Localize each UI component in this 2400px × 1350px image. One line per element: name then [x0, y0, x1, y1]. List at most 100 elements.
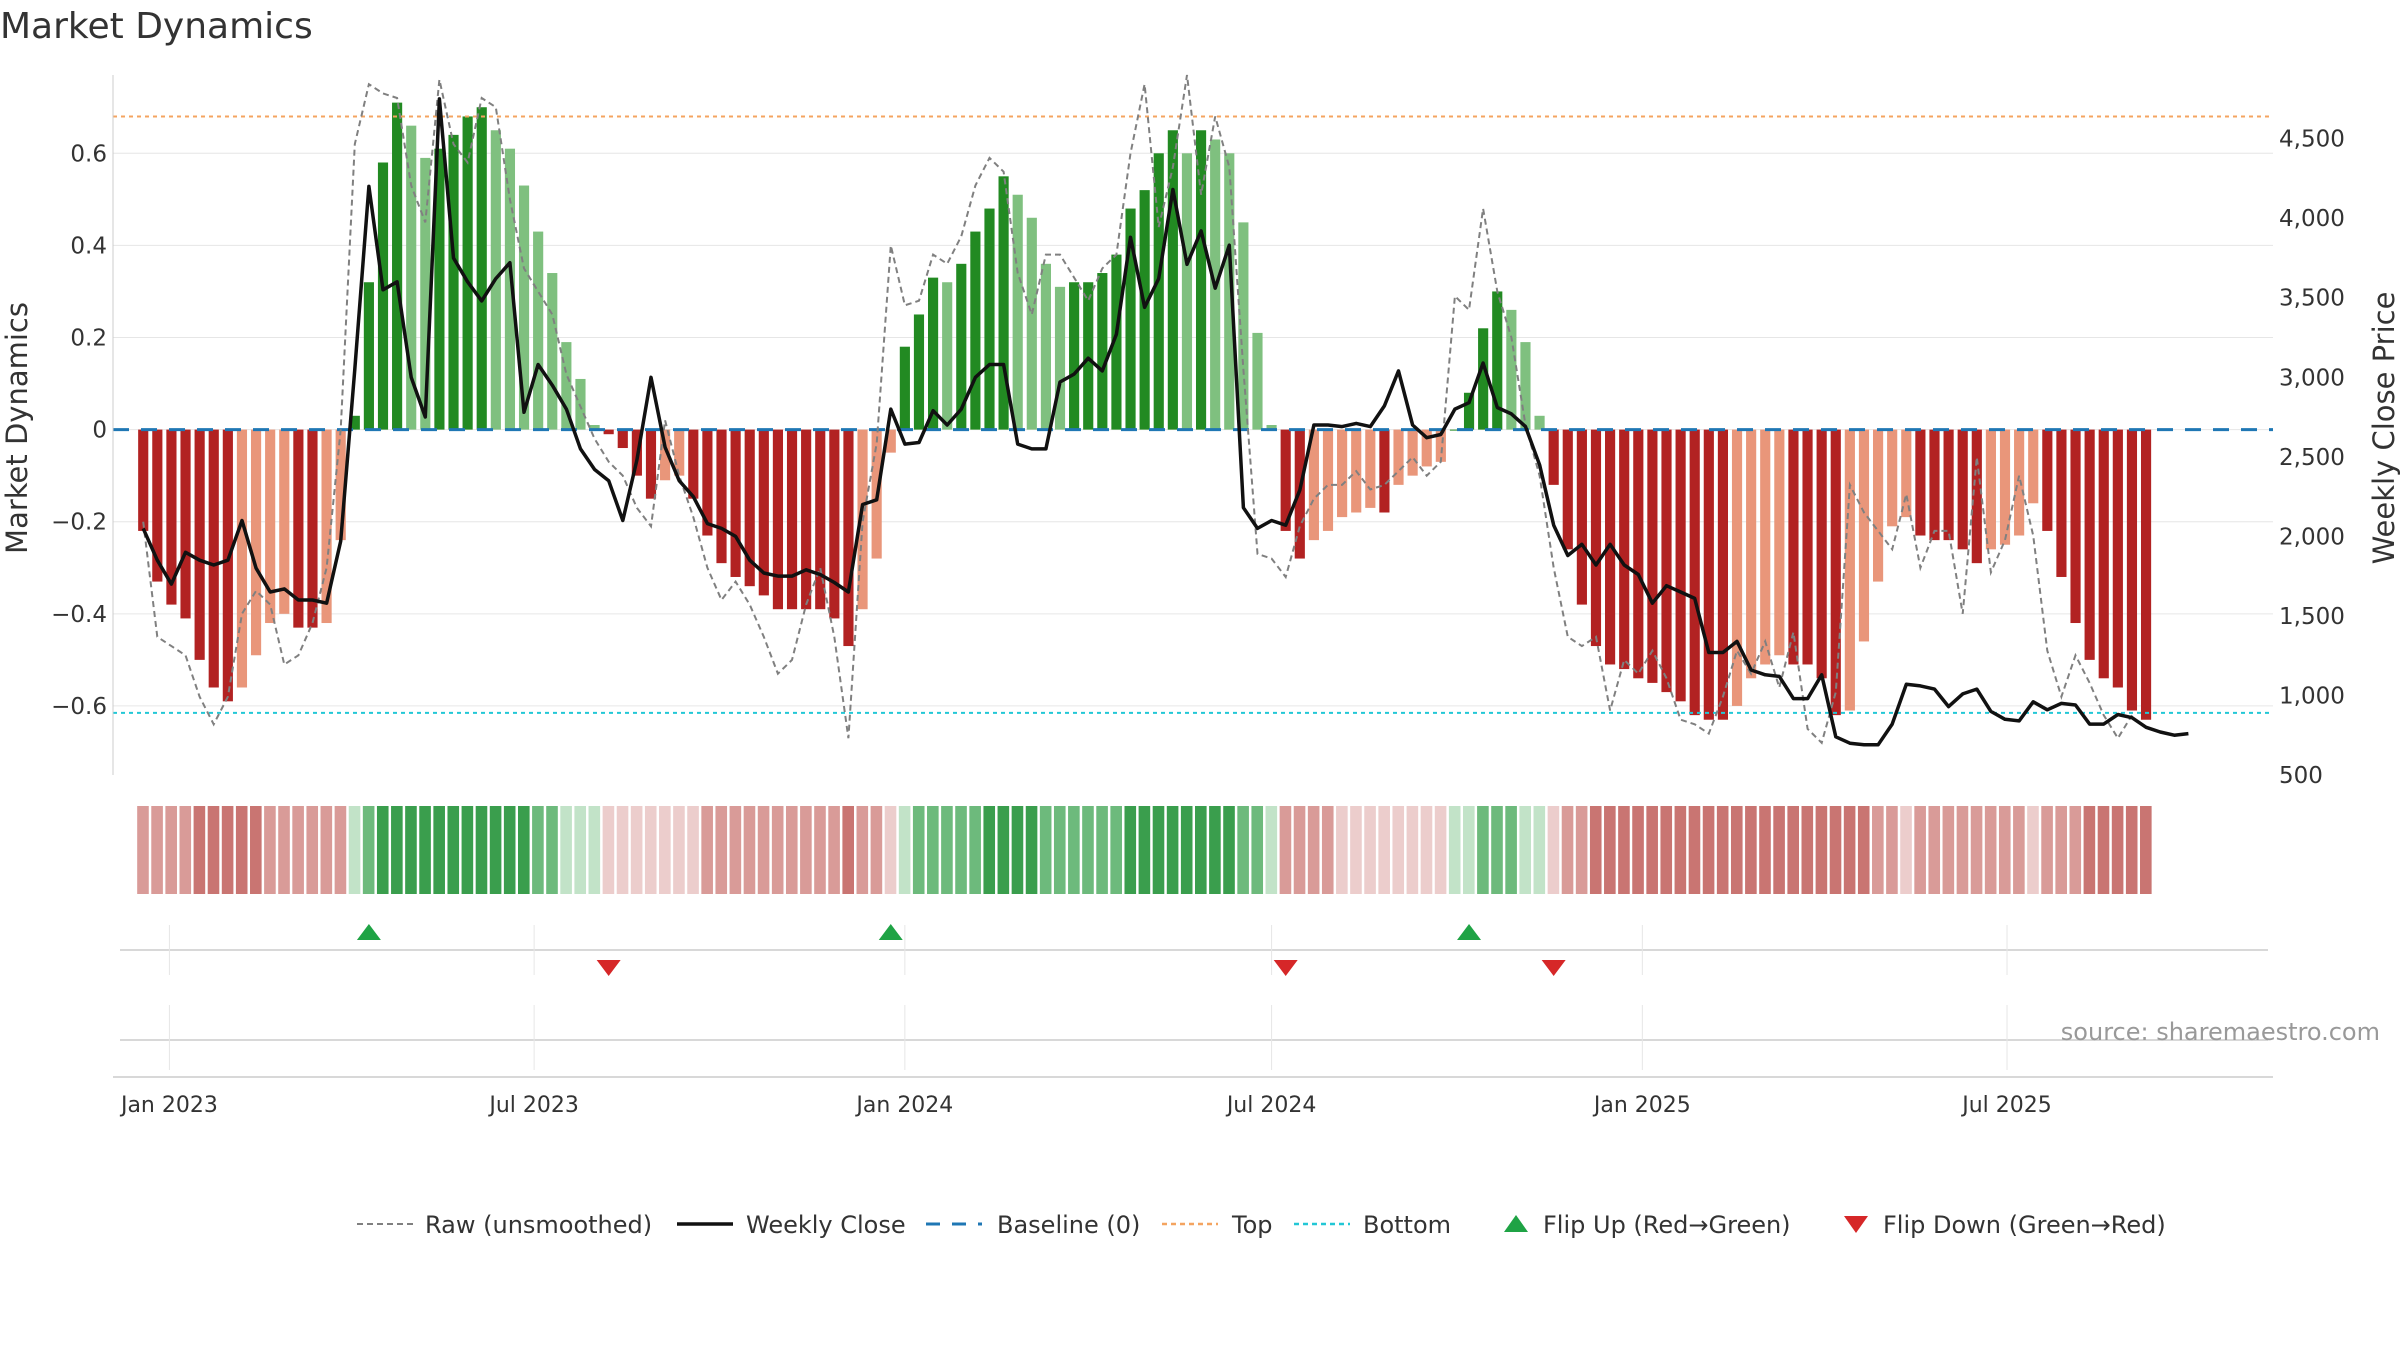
bar — [1054, 286, 1066, 430]
bar — [1548, 429, 1559, 485]
bar — [1999, 429, 2011, 545]
strip-cell — [1970, 806, 1983, 894]
bar — [1689, 429, 1700, 716]
strip-cell — [1759, 806, 1771, 894]
strip-cell — [2083, 806, 2096, 894]
bar — [349, 415, 360, 430]
strip-cell — [644, 806, 657, 894]
legend-item: Weekly Close — [677, 1211, 906, 1239]
strip-cell — [1251, 806, 1264, 894]
legend: Raw (unsmoothed) Weekly Close Baseline (0)… — [357, 1211, 2166, 1239]
strip-cell — [1589, 806, 1602, 894]
bar — [1901, 429, 1912, 518]
strip-cell — [489, 806, 502, 894]
bar — [1760, 429, 1771, 665]
strip-cell — [1110, 806, 1122, 894]
bar — [1435, 429, 1446, 462]
strip-cell — [1180, 806, 1193, 894]
bar — [1040, 263, 1051, 430]
bar — [786, 429, 798, 610]
bar — [1929, 429, 1940, 541]
strip-cell — [927, 806, 939, 894]
y-tick-label-right: 4,000 — [2279, 206, 2345, 232]
strip-cell — [771, 806, 784, 894]
y-tick-label-left: −0.6 — [51, 694, 107, 720]
bar — [236, 429, 248, 688]
bar — [1506, 309, 1517, 430]
strip-cell — [1152, 806, 1165, 894]
strip-cell — [1575, 806, 1588, 894]
flip-up-marker — [1457, 924, 1482, 940]
flip-panel — [120, 924, 2268, 976]
strip-cell — [1025, 806, 1038, 894]
strip-cell — [546, 806, 558, 894]
bar — [2140, 429, 2152, 720]
strip-cell — [1011, 806, 1024, 894]
reference-lines — [113, 115, 2273, 714]
x-axis: Jan 2023 Jul 2023 Jan 2024 Jul 2024 Jan 2025… — [113, 1076, 2273, 1118]
y-tick-label-left: −0.2 — [51, 510, 107, 536]
bar — [363, 282, 374, 430]
bar — [617, 429, 628, 449]
legend-label: Baseline (0) — [997, 1211, 1140, 1239]
strip-cell — [2069, 806, 2082, 894]
y-tick-label-left: 0.4 — [70, 233, 107, 259]
strip-cell — [842, 806, 854, 894]
y-axis-label-left: Market Dynamics — [0, 302, 34, 554]
flip-up-marker — [878, 924, 903, 940]
legend-swatch — [1844, 1216, 1868, 1233]
strip-cell — [391, 806, 403, 894]
bar — [293, 429, 304, 628]
bar — [589, 425, 600, 430]
strip-cell — [179, 806, 192, 894]
bar — [1181, 153, 1193, 430]
strip-cell — [1688, 806, 1701, 894]
legend-label: Weekly Close — [746, 1211, 906, 1239]
bar — [1266, 425, 1277, 430]
bar — [1647, 429, 1658, 683]
strip-cell — [1900, 806, 1912, 894]
bar — [1449, 429, 1461, 431]
bar — [476, 107, 487, 430]
strip-cell — [715, 806, 728, 894]
strip-cell — [1956, 806, 1969, 894]
strip-cell — [1829, 806, 1842, 894]
dynamics-bars — [138, 102, 2152, 720]
strip-cell — [602, 806, 615, 894]
strip-cell — [1604, 806, 1616, 894]
bar — [758, 429, 769, 596]
strip-cell — [1773, 806, 1785, 894]
bar — [434, 148, 445, 430]
bar — [1069, 282, 1080, 430]
strip-cell — [419, 806, 431, 894]
strip-cell — [1942, 806, 1955, 894]
strip-cell — [673, 806, 685, 894]
legend-label: Flip Up (Red→Green) — [1543, 1211, 1791, 1239]
bar — [420, 157, 431, 430]
strip-cell — [1195, 806, 1207, 894]
strip-cell — [2111, 806, 2124, 894]
strip-cell — [856, 806, 869, 894]
strip-cell — [701, 806, 713, 894]
strip-cell — [1618, 806, 1630, 894]
legend-item: Baseline (0) — [926, 1211, 1140, 1239]
bar — [1858, 429, 1870, 642]
bar — [2084, 429, 2095, 660]
bar — [1393, 429, 1404, 485]
strip-cell — [1462, 806, 1475, 894]
bar — [1731, 429, 1743, 706]
strip-cell — [1364, 806, 1376, 894]
series-lines — [141, 74, 2189, 747]
strip-cell — [1392, 806, 1405, 894]
x-tick-label: Jan 2025 — [1592, 1093, 1691, 1118]
strip-cell — [2055, 806, 2067, 894]
strip-cell — [1378, 806, 1390, 894]
y-tick-label-right: 2,500 — [2279, 445, 2345, 471]
bar — [1774, 429, 1785, 656]
strip-cell — [433, 806, 445, 894]
bar — [448, 134, 459, 430]
strip-cell — [560, 806, 572, 894]
strip-cell — [1293, 806, 1306, 894]
bar — [1083, 282, 1094, 430]
strip-cell — [785, 806, 798, 894]
